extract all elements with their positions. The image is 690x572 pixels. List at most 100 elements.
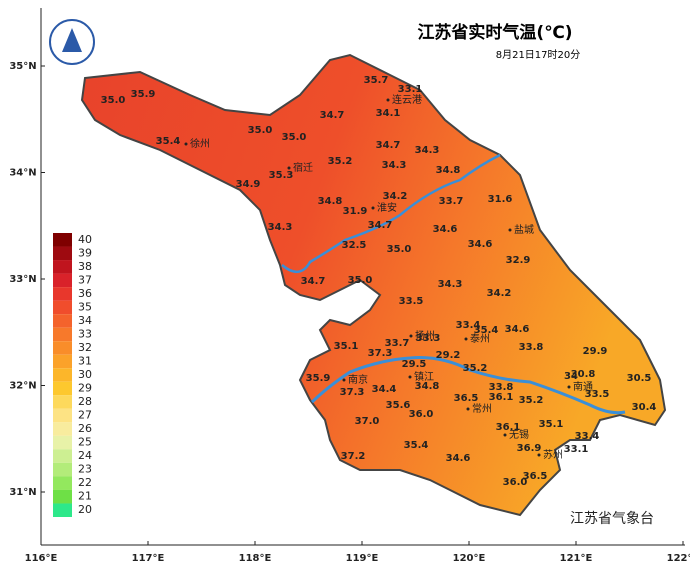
- temperature-reading: 30.8: [571, 369, 596, 380]
- temperature-reading: 35.6: [386, 400, 411, 411]
- temperature-reading: 29.5: [402, 359, 427, 370]
- legend-label: 28: [78, 395, 92, 408]
- legend-label: 25: [78, 436, 92, 449]
- temperature-reading: 34.9: [236, 179, 261, 190]
- temperature-reading: 34.8: [318, 196, 343, 207]
- temperature-reading: 34.3: [382, 160, 407, 171]
- temperature-reading: 35.9: [306, 373, 331, 384]
- city-dot: [409, 334, 413, 338]
- temperature-reading: 29.9: [583, 346, 608, 357]
- x-axis-label: 122°E: [667, 553, 690, 564]
- legend-label: 38: [78, 260, 92, 273]
- temperature-reading: 34.1: [376, 108, 401, 119]
- temperature-reading: 35.2: [519, 395, 544, 406]
- temperature-reading: 30.5: [627, 373, 652, 384]
- y-axis-label: 32°N: [9, 381, 36, 392]
- city-dot: [537, 453, 541, 457]
- temperature-reading: 33.5: [399, 296, 424, 307]
- temperature-reading: 34.7: [320, 110, 345, 121]
- temperature-reading: 34.4: [372, 384, 397, 395]
- temperature-reading: 29.2: [436, 350, 461, 361]
- temperature-reading: 33.7: [439, 196, 464, 207]
- temperature-reading: 34: [564, 371, 578, 382]
- legend-label: 29: [78, 382, 92, 395]
- legend-label: 22: [78, 476, 92, 489]
- temperature-reading: 35.1: [539, 419, 564, 430]
- temperature-reading: 34.6: [468, 239, 493, 250]
- legend-swatch: [53, 327, 72, 342]
- legend-label: 26: [78, 422, 92, 435]
- city-name: 镇江: [414, 370, 434, 383]
- legend-swatch: [53, 341, 72, 355]
- temperature-reading: 35.2: [463, 363, 488, 374]
- temperature-reading: 34.7: [376, 140, 401, 151]
- temperature-reading: 35.7: [364, 75, 389, 86]
- legend-swatch: [53, 408, 72, 423]
- temperature-reading: 35.0: [387, 244, 412, 255]
- legend-swatch: [53, 422, 72, 436]
- temperature-reading: 33.7: [385, 338, 410, 349]
- legend-swatch: [53, 435, 72, 450]
- legend-swatch: [53, 246, 72, 261]
- temperature-reading: 35.0: [248, 125, 273, 136]
- legend-swatch: [53, 381, 72, 396]
- temperature-reading: 33.1: [564, 444, 589, 455]
- legend-label: 30: [78, 368, 92, 381]
- temperature-reading: 33.4: [456, 320, 481, 331]
- temperature-reading: 34.8: [415, 381, 440, 392]
- city-dot: [464, 337, 468, 341]
- temperature-reading: 34.7: [301, 276, 326, 287]
- temperature-reading: 36.1: [489, 392, 514, 403]
- legend-swatch: [53, 395, 72, 409]
- temperature-reading: 32.5: [342, 240, 367, 251]
- temperature-reading: 36.5: [454, 393, 479, 404]
- temperature-reading: 36.1: [496, 422, 521, 433]
- temperature-reading: 35.2: [328, 156, 353, 167]
- city-name: 常州: [472, 402, 492, 415]
- temperature-reading: 35.4: [156, 136, 181, 147]
- temperature-reading: 34.3: [268, 222, 293, 233]
- logo-mark: [62, 28, 82, 52]
- x-axis-label: 118°E: [239, 553, 272, 564]
- temperature-reading: 34.6: [446, 453, 471, 464]
- city-name: 泰州: [470, 332, 490, 345]
- temperature-reading: 36.5: [523, 471, 548, 482]
- y-axis-label: 35°N: [9, 61, 36, 72]
- temperature-reading: 33.1: [398, 84, 423, 95]
- legend-label: 32: [78, 341, 92, 354]
- legend-label: 24: [78, 449, 92, 462]
- temperature-reading: 33.5: [585, 389, 610, 400]
- city-dot: [508, 228, 512, 232]
- temperature-reading: 37.0: [355, 416, 380, 427]
- temperature-reading: 33.8: [519, 342, 544, 353]
- temperature-reading: 34.2: [487, 288, 512, 299]
- legend-swatch: [53, 503, 72, 517]
- temperature-reading: 33.3: [416, 333, 441, 344]
- temperature-reading: 31.9: [343, 206, 368, 217]
- legend-label: 39: [78, 246, 92, 259]
- yangtze: [310, 356, 626, 415]
- city-dot: [371, 206, 375, 210]
- temperature-reading: 33.8: [489, 382, 514, 393]
- temperature-reading: 34.6: [433, 224, 458, 235]
- legend-swatch: [53, 354, 72, 369]
- temperature-reading: 31.6: [488, 194, 513, 205]
- city-name: 宿迁: [293, 161, 313, 174]
- temperature-reading: 36.9: [517, 443, 542, 454]
- temperature-reading: 36.0: [409, 409, 434, 420]
- legend-swatch: [53, 314, 72, 328]
- city-dot: [466, 407, 470, 411]
- temperature-reading: 34.6: [505, 324, 530, 335]
- y-axis-label: 33°N: [9, 274, 36, 285]
- temperature-reading: 37.3: [368, 348, 393, 359]
- temperature-reading: 35.0: [348, 275, 373, 286]
- temperature-reading: 34.7: [368, 220, 393, 231]
- city-dot: [342, 378, 346, 382]
- temperature-reading: 35.4: [474, 325, 499, 336]
- x-axis-label: 120°E: [453, 553, 486, 564]
- temperature-reading: 35.0: [282, 132, 307, 143]
- temperature-reading: 30.4: [632, 402, 657, 413]
- legend-label: 21: [78, 490, 92, 503]
- temperature-reading: 35.0: [101, 95, 126, 106]
